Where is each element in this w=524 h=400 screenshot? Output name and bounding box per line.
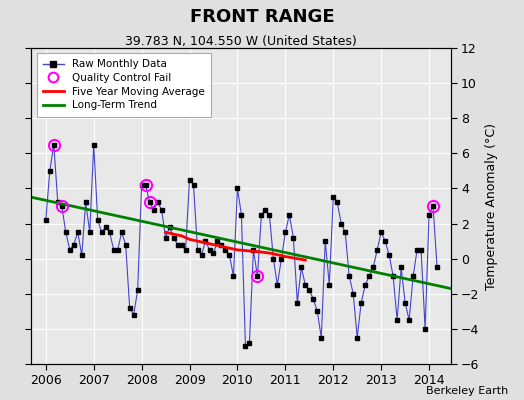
Text: Berkeley Earth: Berkeley Earth — [426, 386, 508, 396]
Text: FRONT RANGE: FRONT RANGE — [190, 8, 334, 26]
Legend: Raw Monthly Data, Quality Control Fail, Five Year Moving Average, Long-Term Tren: Raw Monthly Data, Quality Control Fail, … — [37, 53, 211, 117]
Title: 39.783 N, 104.550 W (United States): 39.783 N, 104.550 W (United States) — [125, 35, 357, 48]
Y-axis label: Temperature Anomaly (°C): Temperature Anomaly (°C) — [485, 122, 498, 290]
